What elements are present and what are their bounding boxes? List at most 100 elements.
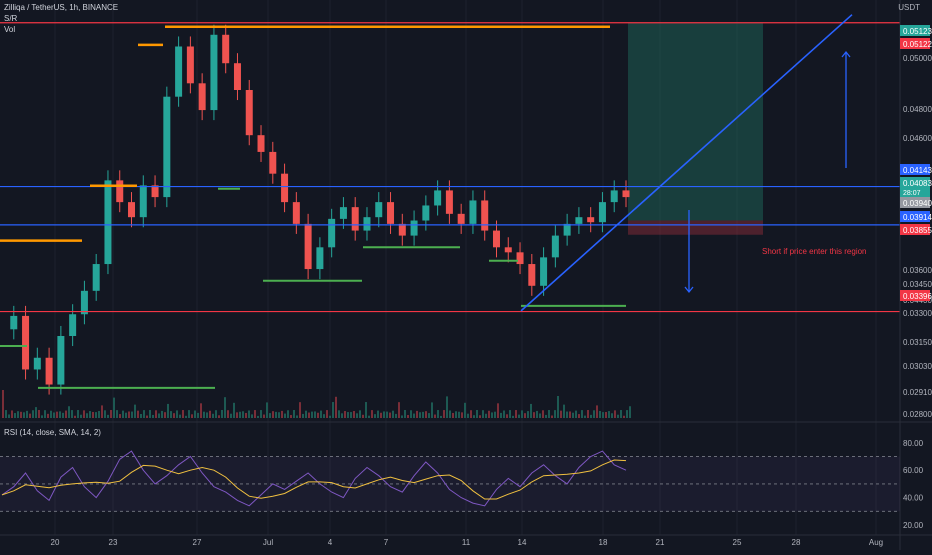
volume-bar [131, 411, 133, 418]
volume-bar [422, 411, 424, 418]
volume-bar [368, 415, 370, 418]
volume-bar [176, 410, 178, 418]
volume-bar [524, 413, 526, 418]
volume-bar [377, 410, 379, 418]
volume-bar [479, 415, 481, 418]
volume-bar [98, 410, 100, 418]
volume-bar [11, 410, 13, 418]
candle-body [434, 190, 442, 206]
price-label-text: 0.04083 [903, 179, 932, 188]
volume-bar [212, 413, 214, 418]
volume-bar [449, 410, 451, 418]
candle-body [387, 202, 395, 224]
rsi-legend[interactable]: RSI (14, close, SMA, 14, 2) [4, 428, 101, 437]
volume-bar [119, 414, 121, 418]
candle-body [540, 257, 548, 286]
volume-bar [275, 411, 277, 418]
symbol-legend[interactable]: Zilliqa / TetherUS, 1h, BINANCE [4, 3, 119, 12]
volume-bar [338, 410, 340, 418]
volume-bar [287, 410, 289, 418]
volume-bar [56, 411, 58, 418]
volume-bar [311, 411, 313, 418]
volume-bar [353, 411, 355, 418]
volume-bar [185, 415, 187, 418]
volume-bar [605, 411, 607, 418]
volume-bar [206, 412, 208, 418]
volume-bar [569, 411, 571, 418]
volume-bar [293, 410, 295, 418]
price-label-countdown: 28:07 [903, 190, 921, 197]
candle-body [104, 180, 112, 265]
volume-bar [224, 397, 226, 418]
candle-body [610, 190, 618, 203]
candle-body [45, 357, 53, 385]
candle-body [316, 247, 324, 270]
volume-bar [587, 410, 589, 418]
volume-bar [161, 410, 163, 418]
volume-bar [431, 402, 433, 418]
volume-bar [266, 402, 268, 418]
volume-bar [101, 405, 103, 418]
volume-bar [329, 415, 331, 418]
volume-bar [260, 410, 262, 418]
volume-bar [401, 415, 403, 418]
volume-legend[interactable]: Vol [4, 25, 16, 34]
time-tick: 4 [328, 538, 333, 547]
volume-bar [191, 414, 193, 418]
volume-bar [50, 410, 52, 418]
volume-bar [416, 410, 418, 418]
volume-bar [89, 411, 91, 418]
volume-bar [20, 411, 22, 418]
rsi-tick: 80.00 [903, 439, 924, 448]
volume-bar [269, 413, 271, 418]
volume-bar [200, 403, 202, 418]
time-tick: 18 [599, 538, 608, 547]
take-profit-zone [628, 22, 763, 221]
volume-bar [608, 411, 610, 418]
volume-bar [599, 410, 601, 418]
volume-bar [515, 410, 517, 418]
candle-body [398, 223, 406, 236]
rsi-sma-line [1, 459, 627, 500]
volume-bar [539, 413, 541, 418]
time-tick: 23 [109, 538, 118, 547]
volume-bar [80, 414, 82, 418]
volume-bar [116, 410, 118, 418]
volume-bar [104, 410, 106, 418]
time-tick: 28 [792, 538, 801, 547]
volume-bar [398, 402, 400, 418]
volume-bar [320, 410, 322, 418]
volume-bar [47, 413, 49, 418]
volume-bar [215, 410, 217, 418]
volume-bar [182, 410, 184, 418]
rsi-tick: 60.00 [903, 466, 924, 475]
price-label-tag [900, 25, 930, 36]
volume-bar [281, 410, 283, 418]
volume-bar [68, 406, 70, 418]
volume-bar [77, 410, 79, 418]
price-label-text: 0.05123 [903, 27, 932, 36]
sr-indicator-legend[interactable]: S/R [4, 14, 18, 23]
price-label-text: 0.03396 [903, 292, 932, 301]
price-label-text: 0.03940 [903, 199, 932, 208]
volume-bar [560, 410, 562, 418]
volume-bar [125, 412, 127, 418]
candle-body [622, 190, 630, 198]
annotation-text: Short if price enter this region [762, 247, 867, 256]
volume-bar [347, 412, 349, 418]
volume-bar [413, 413, 415, 418]
volume-bar [467, 413, 469, 418]
trendline [520, 14, 853, 312]
volume-bar [485, 413, 487, 418]
volume-bar [374, 414, 376, 418]
volume-bar [95, 412, 97, 418]
candle-body [504, 247, 512, 253]
volume-bar [179, 414, 181, 418]
volume-bar [563, 404, 565, 418]
volume-bar [8, 414, 10, 418]
volume-bar [83, 410, 85, 418]
volume-bar [26, 410, 28, 418]
price-tick: 0.03300 [903, 309, 932, 318]
volume-bar [326, 410, 328, 418]
